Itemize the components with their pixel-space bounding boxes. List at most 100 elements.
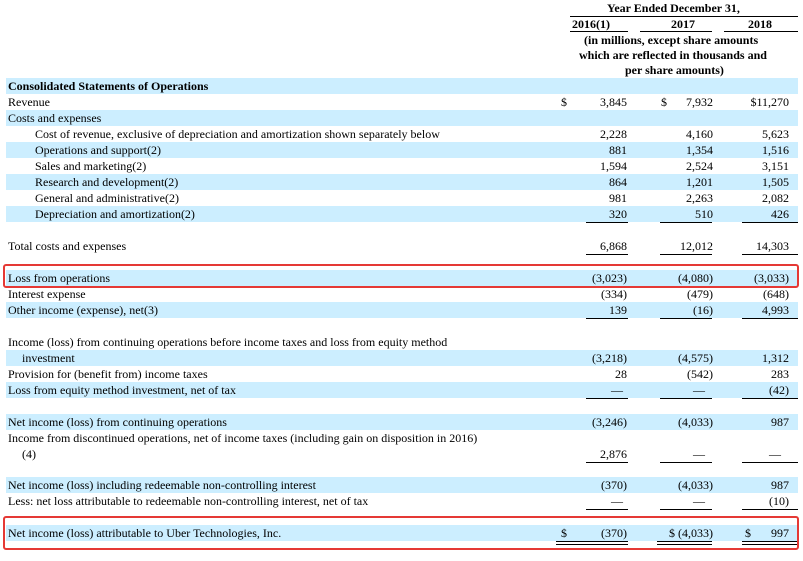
interest-expense-2016: (334): [601, 287, 627, 301]
nci-underline-2017: [660, 509, 712, 510]
sales-marketing-2017: 2,524: [686, 159, 713, 173]
disc-underline-2017: [660, 462, 712, 463]
row-shade-loss-ops: [6, 270, 798, 286]
other-underline-2018: [742, 318, 798, 319]
net-uber-dollar-2016: $: [561, 526, 567, 540]
loss-from-operations-label: Loss from operations: [8, 271, 110, 285]
provision-label: Provision for (benefit from) income taxe…: [8, 367, 208, 381]
final-double-underline-2016: [556, 541, 628, 545]
income-before-tax-2017: (4,575): [678, 351, 713, 365]
row-shade-ops: [6, 142, 798, 158]
discontinued-2017: —: [693, 447, 705, 461]
equity-underline-2016: [586, 398, 628, 399]
d-and-a-2016: 320: [609, 207, 627, 221]
col-header-2016: 2016(1): [572, 17, 610, 31]
sales-marketing-2018: 3,151: [762, 159, 789, 173]
subtotal-underline-2017: [660, 222, 712, 223]
final-double-underline-2018: [742, 541, 798, 545]
col-header-2018: 2018: [748, 17, 772, 31]
g-and-a-2017: 2,263: [686, 191, 713, 205]
net-uber-dollar-2018: $: [745, 526, 751, 540]
disc-underline-2016: [586, 462, 628, 463]
disc-underline-2018: [742, 462, 798, 463]
col-underline-2018: [724, 31, 798, 32]
less-nci-2017: —: [693, 494, 705, 508]
interest-expense-label: Interest expense: [8, 287, 86, 301]
revenue-2017: 7,932: [686, 95, 713, 109]
total-costs-label: Total costs and expenses: [8, 239, 127, 253]
less-nci-2016: —: [611, 494, 623, 508]
row-shade-net-cont: [6, 414, 798, 430]
revenue-label: Revenue: [8, 95, 50, 109]
other-underline-2016: [586, 318, 628, 319]
highlight-box-loss-from-operations: [3, 264, 799, 288]
net-continuing-2017: (4,033): [678, 415, 713, 429]
net-uber-2018: 997: [771, 526, 789, 540]
loss-from-operations-2017: (4,080): [678, 271, 713, 285]
revenue-2018: $11,270: [750, 95, 789, 109]
year-ended-header: Year Ended December 31,: [607, 1, 740, 15]
row-shade-net-uber: [6, 525, 798, 541]
r-and-d-label: Research and development(2): [35, 175, 179, 189]
col-underline-2016: [570, 31, 628, 32]
income-before-tax-label-line2: investment: [22, 351, 75, 365]
final-double-underline-2017: [657, 541, 712, 545]
g-and-a-2016: 981: [609, 191, 627, 205]
cost-of-revenue-2018: 5,623: [762, 127, 789, 141]
ops-support-2016: 881: [609, 143, 627, 157]
revenue-2016: 3,845: [600, 95, 627, 109]
total-costs-2016: 6,868: [600, 239, 627, 253]
r-and-d-2017: 1,201: [686, 175, 713, 189]
ops-support-label: Operations and support(2): [35, 143, 161, 157]
revenue-dollar-2016: $: [561, 95, 567, 109]
other-income-2018: 4,993: [762, 303, 789, 317]
net-uber-2016: (370): [601, 526, 627, 540]
equity-loss-label: Loss from equity method investment, net …: [8, 383, 236, 397]
col-underline-2017: [640, 31, 712, 32]
r-and-d-2018: 1,505: [762, 175, 789, 189]
income-before-tax-label-line1: Income (loss) from continuing operations…: [8, 335, 448, 349]
d-and-a-2018: 426: [771, 207, 789, 221]
net-continuing-2018: 987: [771, 415, 789, 429]
less-nci-label: Less: net loss attributable to redeemabl…: [8, 494, 369, 508]
total-costs-2018: 14,303: [756, 239, 789, 253]
interest-expense-2017: (479): [687, 287, 713, 301]
other-income-label: Other income (expense), net(3): [8, 303, 158, 317]
costs-header-label: Costs and expenses: [8, 111, 102, 125]
row-shade-costs: [6, 110, 798, 126]
equity-loss-2018: (42): [769, 383, 789, 397]
net-incl-nci-2017: (4,033): [678, 478, 713, 492]
revenue-dollar-2017: $: [661, 95, 667, 109]
other-underline-2017: [660, 318, 712, 319]
total-costs-2017: 12,012: [680, 239, 713, 253]
units-note-line2: which are reflected in thousands and: [579, 48, 767, 62]
interest-expense-2018: (648): [763, 287, 789, 301]
r-and-d-2016: 864: [609, 175, 627, 189]
nci-underline-2018: [742, 509, 798, 510]
row-shade-equity: [6, 382, 798, 398]
row-shade-other-income: [6, 302, 798, 318]
loss-from-operations-2016: (3,023): [592, 271, 627, 285]
discontinued-2016: 2,876: [600, 447, 627, 461]
net-uber-label: Net income (loss) attributable to Uber T…: [8, 526, 282, 540]
discontinued-label-line2: (4): [22, 447, 36, 461]
cost-of-revenue-2017: 4,160: [686, 127, 713, 141]
row-shade-net-incl-nci: [6, 477, 798, 493]
discontinued-2018: —: [769, 447, 781, 461]
total-underline-2016: [586, 254, 628, 255]
total-underline-2018: [742, 254, 798, 255]
equity-underline-2017: [660, 398, 712, 399]
income-before-tax-2016: (3,218): [592, 351, 627, 365]
header-underline: [570, 16, 798, 17]
net-incl-nci-2016: (370): [601, 478, 627, 492]
units-note-line3: per share amounts): [625, 63, 724, 77]
row-shade-income-before-tax: [6, 350, 798, 366]
income-before-tax-2018: 1,312: [762, 351, 789, 365]
d-and-a-label: Depreciation and amortization(2): [35, 207, 195, 221]
row-shade-rnd: [6, 174, 798, 190]
provision-2017: (542): [687, 367, 713, 381]
equity-underline-2018: [742, 398, 798, 399]
units-note-line1: (in millions, except share amounts: [584, 33, 759, 47]
net-uber-2017: $ (4,033): [669, 526, 713, 540]
provision-2018: 283: [771, 367, 789, 381]
